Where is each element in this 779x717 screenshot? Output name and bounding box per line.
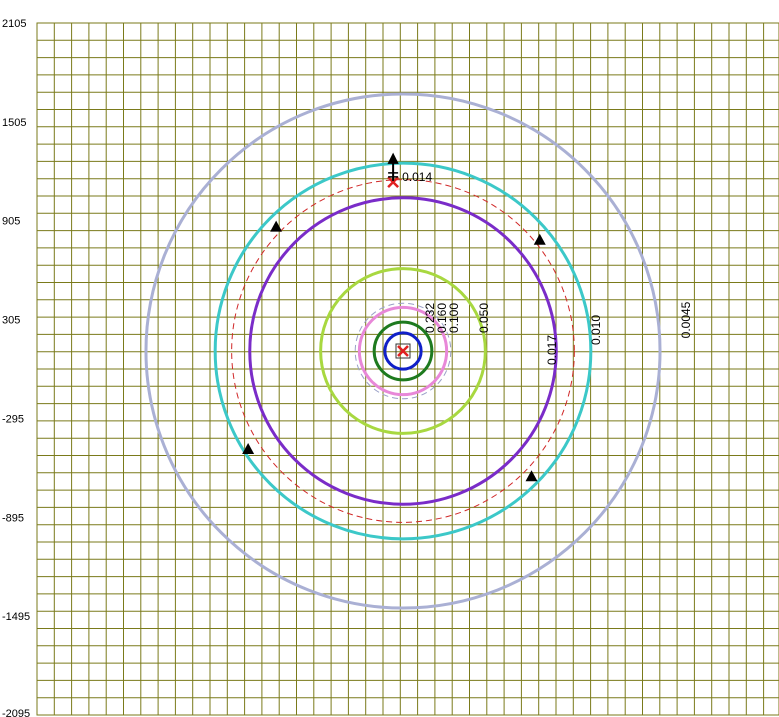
north-arrow-base-icon <box>388 172 399 178</box>
y-tick-label: -895 <box>2 512 24 524</box>
contour-label-0.017: 0.017 <box>545 335 559 365</box>
contour-0.3 <box>383 331 423 371</box>
max-point-label: 0.014 <box>402 170 432 184</box>
y-tick-label: 305 <box>2 315 20 327</box>
y-tick-label: 2105 <box>2 18 26 30</box>
receptor-triangle-icon <box>242 443 255 455</box>
y-tick-label: 905 <box>2 216 20 228</box>
receptor-triangle-icon <box>525 470 538 482</box>
y-tick-label: 1505 <box>2 117 26 129</box>
source-box <box>395 343 411 359</box>
receptor-triangle-icon <box>533 233 546 245</box>
source-marker-icon <box>397 345 409 357</box>
contour-label-0.050: 0.050 <box>477 303 491 333</box>
markers: 0.014 <box>242 152 546 482</box>
receptor-triangle-icon <box>270 220 283 232</box>
contour-label-0.100: 0.100 <box>447 303 461 333</box>
contour-label-0.010: 0.010 <box>589 315 603 345</box>
contour-label-0.0045: 0.0045 <box>679 301 693 338</box>
y-axis-ticks: 2105 1505 905 305 -295 -895 -1495 -2095 <box>2 18 30 717</box>
y-tick-label: -1495 <box>2 611 30 623</box>
contour-0.232 <box>372 320 434 382</box>
contour-0.014 <box>231 179 575 523</box>
contour-0.0045 <box>144 92 662 610</box>
contour-0.160 <box>357 305 449 397</box>
contour-label-0.232: 0.232 <box>423 303 437 333</box>
contour-0.050 <box>319 267 487 435</box>
contour-0.010 <box>213 161 593 541</box>
contour-0.100 <box>354 302 452 400</box>
y-tick-label: -2095 <box>2 708 30 717</box>
contour-0.017 <box>248 196 558 506</box>
contour-label-0.160: 0.160 <box>435 303 449 333</box>
y-tick-label: -295 <box>2 413 24 425</box>
grid <box>36 22 779 716</box>
max-point-marker-icon <box>387 176 399 189</box>
